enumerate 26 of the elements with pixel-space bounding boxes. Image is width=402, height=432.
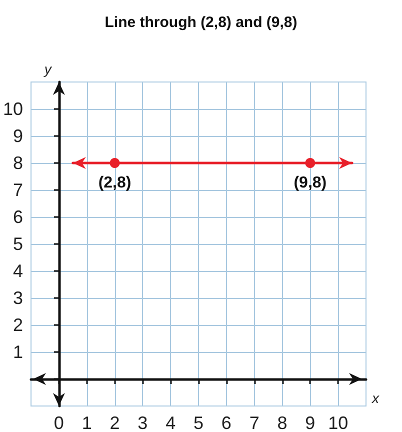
y-tick-label: 9 <box>13 126 24 146</box>
annotation: (9,8) <box>294 174 327 192</box>
x-tick-label: 7 <box>249 413 260 432</box>
y-tick-label: 6 <box>13 207 24 227</box>
x-tick-label: 1 <box>82 413 92 432</box>
x-tick-label: 9 <box>305 413 316 432</box>
x-tick-label: 4 <box>166 413 176 432</box>
x-tick-label: 3 <box>138 413 148 432</box>
y-tick-label: 8 <box>13 153 24 173</box>
x-tick-label: 0 <box>54 413 64 432</box>
y-tick-label: 1 <box>13 342 24 362</box>
x-tick-label: 8 <box>277 413 288 432</box>
annotation: (2,8) <box>98 174 132 192</box>
y-tick-label: 2 <box>13 315 24 335</box>
chart-title: Line through (2,8) and (9,8) <box>104 14 298 31</box>
y-tick-label: 10 <box>2 99 24 119</box>
x-tick-label: 10 <box>328 413 348 432</box>
x-tick-label: 5 <box>194 413 204 432</box>
y-tick-label: 4 <box>13 261 24 281</box>
x-tick-label: 6 <box>221 413 232 432</box>
y-tick-label: 5 <box>13 234 24 254</box>
y-tick-label: 7 <box>13 180 24 200</box>
y-axis-title: y <box>43 61 52 77</box>
x-axis-title: x <box>371 390 380 406</box>
y-tick-label: 3 <box>13 288 24 308</box>
x-tick-label: 2 <box>110 413 120 432</box>
